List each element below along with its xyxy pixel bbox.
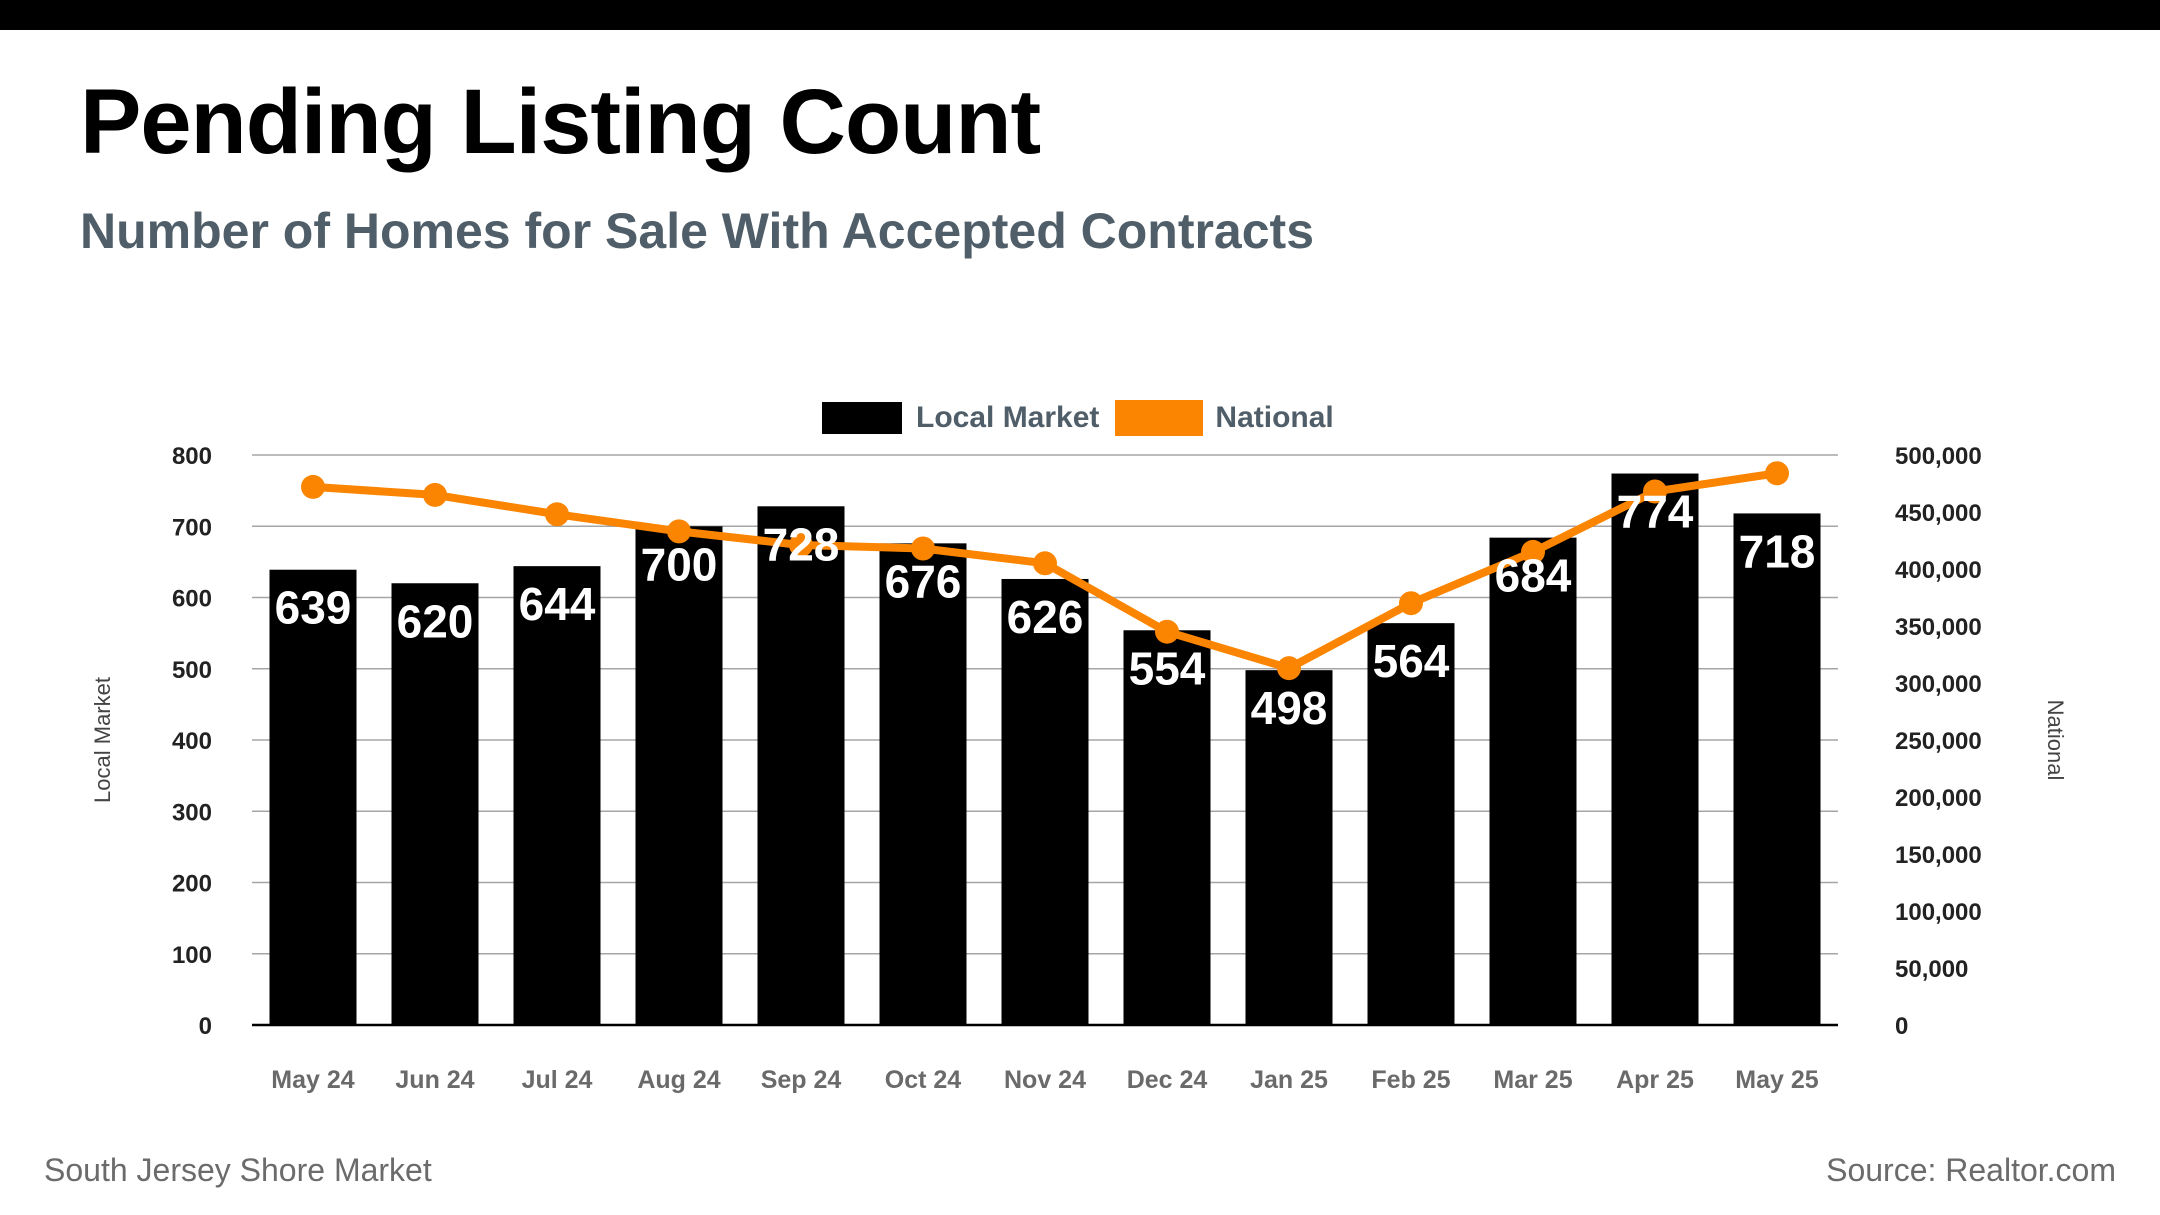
x-tick-label: Sep 24 — [761, 1066, 842, 1094]
national-point — [1399, 591, 1423, 616]
y-right-tick-label: 450,000 — [1895, 500, 1982, 527]
y-left-tick-label: 800 — [172, 443, 212, 470]
y-right-tick-label: 100,000 — [1895, 899, 1982, 926]
national-point — [1033, 551, 1057, 576]
y-right-axis-title: National — [2043, 700, 2068, 781]
chart-legend: Local Market National — [822, 400, 1334, 436]
footer-source: Source: Realtor.com — [1826, 1152, 2116, 1188]
national-point — [911, 536, 935, 561]
y-left-tick-label: 300 — [172, 799, 212, 826]
y-left-axis-title: Local Market — [90, 677, 115, 803]
bar-data-label: 498 — [1251, 682, 1328, 734]
footer-market-name: South Jersey Shore Market — [44, 1152, 432, 1188]
y-left-tick-label: 200 — [172, 871, 212, 898]
y-right-tick-label: 0 — [1895, 1013, 1908, 1040]
bar — [269, 569, 357, 1025]
x-tick-label: May 25 — [1735, 1066, 1818, 1094]
y-right-tick-label: 350,000 — [1895, 614, 1982, 641]
y-right-tick-label: 200,000 — [1895, 785, 1982, 812]
y-right-tick-label: 400,000 — [1895, 557, 1982, 584]
legend-swatch-local-market — [822, 402, 902, 434]
legend-swatch-national — [1115, 400, 1204, 436]
y-left-tick-label: 400 — [172, 728, 212, 755]
bar — [757, 506, 845, 1025]
y-left-tick-label: 100 — [172, 942, 212, 969]
bar-data-label: 626 — [1007, 591, 1084, 643]
y-right-tick-label: 150,000 — [1895, 842, 1982, 869]
y-left-tick-label: 700 — [172, 514, 212, 541]
bar-data-label: 774 — [1617, 486, 1694, 538]
bar — [1123, 630, 1211, 1025]
y-right-tick-label: 250,000 — [1895, 728, 1982, 755]
bar-data-label: 700 — [641, 538, 718, 590]
x-tick-label: Jul 24 — [522, 1066, 593, 1094]
chart-subtitle: Number of Homes for Sale With Accepted C… — [80, 203, 1315, 259]
bar — [513, 566, 601, 1025]
bar — [1733, 513, 1821, 1025]
national-point — [1643, 479, 1667, 504]
bar-data-label: 554 — [1129, 642, 1206, 694]
bar — [879, 543, 967, 1025]
bar-data-label: 718 — [1739, 525, 1816, 577]
national-point — [301, 474, 325, 499]
bar-data-label: 639 — [275, 582, 352, 634]
national-point — [545, 502, 569, 527]
national-point — [1277, 656, 1301, 681]
x-tick-label: Oct 24 — [885, 1066, 962, 1094]
bar — [635, 526, 723, 1025]
x-tick-label: Mar 25 — [1493, 1066, 1572, 1094]
x-tick-label: Jun 24 — [395, 1066, 474, 1094]
x-tick-label: Aug 24 — [637, 1066, 720, 1094]
x-tick-label: Apr 25 — [1616, 1066, 1694, 1094]
legend-label-local-market: Local Market — [916, 401, 1100, 434]
x-tick-label: May 24 — [271, 1066, 354, 1094]
y-left-tick-label: 500 — [172, 657, 212, 684]
bar — [1489, 537, 1577, 1025]
bar-data-label: 676 — [885, 555, 962, 607]
y-right-tick-label: 50,000 — [1895, 956, 1968, 983]
y-left-tick-label: 0 — [199, 1013, 212, 1040]
national-point — [789, 533, 813, 558]
bar — [1245, 670, 1333, 1025]
bar — [1001, 578, 1089, 1025]
bar — [1367, 623, 1455, 1025]
bar-data-label: 644 — [519, 578, 596, 630]
bar — [1611, 473, 1699, 1025]
bar-data-label: 684 — [1495, 550, 1572, 602]
y-right-tick-label: 300,000 — [1895, 671, 1982, 698]
national-point — [1155, 619, 1179, 644]
bar — [391, 583, 479, 1025]
x-tick-label: Jan 25 — [1250, 1066, 1328, 1094]
y-right-tick-label: 500,000 — [1895, 443, 1982, 470]
x-tick-label: Nov 24 — [1004, 1066, 1086, 1094]
x-tick-label: Dec 24 — [1127, 1066, 1208, 1094]
bar-data-label: 564 — [1373, 635, 1450, 687]
national-point — [667, 519, 691, 544]
chart-title: Pending Listing Count — [80, 71, 1041, 173]
national-point — [423, 482, 447, 507]
national-point — [1765, 461, 1789, 486]
bar-data-label: 728 — [763, 518, 840, 570]
top-bar — [0, 0, 2160, 30]
bar-data-label: 620 — [397, 595, 474, 647]
y-left-tick-label: 600 — [172, 586, 212, 613]
national-point — [1521, 539, 1545, 564]
x-tick-label: Feb 25 — [1371, 1066, 1450, 1094]
legend-label-national: National — [1215, 401, 1334, 434]
